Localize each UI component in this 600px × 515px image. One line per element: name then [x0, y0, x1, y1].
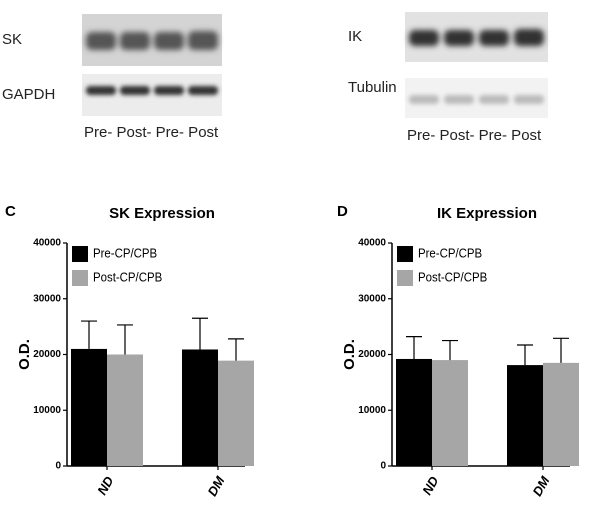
panel-letter: C [5, 203, 16, 220]
chart-title: SK Expression [109, 205, 215, 222]
y-tick-label: 30000 [358, 293, 386, 304]
error-bar [517, 344, 533, 366]
bar [432, 360, 468, 466]
y-tick-label: 20000 [358, 349, 386, 360]
bar [218, 360, 254, 466]
y-tick-label: 0 [55, 461, 61, 472]
error-bar [442, 339, 458, 361]
legend-swatch [72, 246, 88, 262]
legend-label: Pre-CP/CPB [418, 246, 482, 261]
legend-swatch [397, 246, 413, 262]
legend-label: Post-CP/CPB [418, 270, 487, 285]
blot-gapdh [82, 74, 222, 116]
blot-label: GAPDH [2, 86, 55, 103]
bar [396, 358, 432, 466]
bar [182, 349, 218, 466]
y-tick-label: 10000 [33, 405, 61, 416]
blot-sk [82, 14, 222, 66]
y-tick-label: 10000 [358, 405, 386, 416]
legend-label: Pre-CP/CPB [93, 246, 157, 261]
blot-label: Tubulin [348, 79, 397, 96]
x-tick-label: DM [529, 473, 553, 499]
chart-title: IK Expression [437, 205, 537, 222]
blot-label: SK [2, 31, 22, 48]
bar [507, 365, 543, 466]
y-axis-label: O.D. [16, 339, 33, 370]
x-tick-label: DM [204, 473, 228, 499]
error-bar [117, 324, 133, 355]
bar [107, 354, 143, 466]
x-tick-label: ND [419, 473, 442, 497]
lane-labels: Pre- Post- Pre- Post [84, 124, 219, 141]
blot-ik [405, 12, 548, 62]
error-bar [406, 336, 422, 359]
legend-swatch [72, 270, 88, 286]
error-bar [192, 317, 208, 350]
y-tick-label: 20000 [33, 349, 61, 360]
blot-label: IK [348, 28, 362, 45]
y-tick-label: 40000 [33, 238, 61, 249]
blot-tubulin [405, 78, 548, 118]
bar [71, 348, 107, 466]
lane-labels: Pre- Post- Pre- Post [407, 127, 542, 144]
error-bar [553, 337, 569, 363]
y-tick-label: 0 [380, 461, 386, 472]
legend-swatch [397, 270, 413, 286]
error-bar [228, 338, 244, 361]
y-axis-label: O.D. [341, 339, 358, 370]
y-tick-label: 30000 [33, 293, 61, 304]
y-tick-label: 40000 [358, 238, 386, 249]
legend-label: Post-CP/CPB [93, 270, 162, 285]
error-bar [81, 320, 97, 349]
x-tick-label: ND [94, 473, 117, 497]
panel-letter: D [337, 203, 348, 220]
bar [543, 362, 579, 466]
